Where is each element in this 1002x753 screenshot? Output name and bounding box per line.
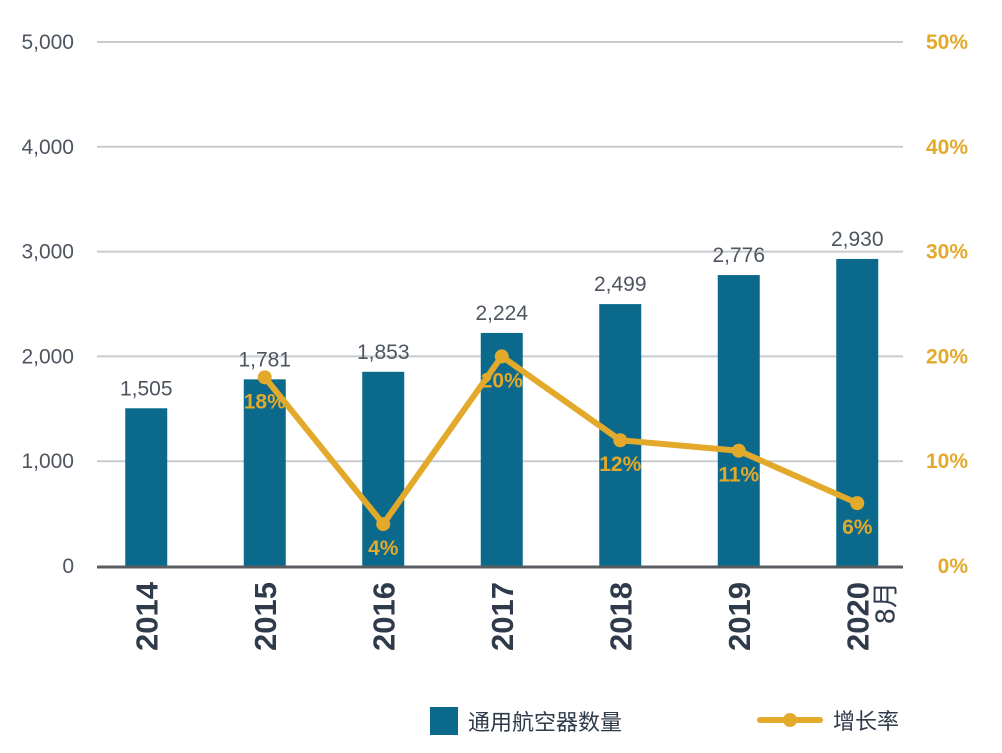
- y-right-tick-label: 50%: [926, 31, 968, 54]
- bar-value-label: 1,781: [238, 348, 291, 371]
- rate-value-label: 12%: [599, 453, 641, 476]
- y-left-tick-label: 1,000: [21, 450, 74, 473]
- legend: 通用航空器数量 增长率: [430, 707, 899, 736]
- y-right-tick-label: 20%: [926, 345, 968, 368]
- x-tick-label: 2014: [129, 581, 164, 651]
- rate-value-label: 18%: [244, 390, 286, 413]
- tick-labels: 0 1,000 2,000 3,000 4,000 5,000 0% 10% 20% 30% 40%…: [21, 31, 968, 651]
- y-left-tick-label: 2,000: [21, 345, 74, 368]
- legend-bar-swatch: [430, 707, 458, 735]
- bar: [243, 379, 286, 566]
- x-tick-label: 2015: [248, 582, 283, 651]
- y-right-tick-label: 0%: [938, 555, 969, 578]
- bar: [836, 258, 879, 566]
- rate-point: [850, 496, 865, 511]
- y-left-tick-label: 0: [62, 555, 74, 578]
- bar: [717, 275, 760, 566]
- x-tick-label: 2018: [603, 582, 638, 651]
- data-labels: 1,505 1,781 1,853 2,224 2,499 2,776 2,930 18% 4%…: [120, 228, 884, 560]
- legend-line-marker: [783, 713, 797, 727]
- x-tick-label: 2017: [485, 582, 520, 651]
- rate-point: [613, 433, 628, 448]
- bar: [125, 408, 168, 566]
- bar-value-label: 1,853: [357, 341, 410, 364]
- x-tick-sublabel: 8月: [871, 582, 901, 625]
- y-left-tick-label: 5,000: [21, 31, 74, 54]
- rate-value-label: 20%: [481, 369, 523, 392]
- y-right-tick-label: 10%: [926, 450, 968, 473]
- rate-point: [376, 517, 391, 532]
- bar-value-label: 2,499: [594, 273, 647, 296]
- rate-point: [731, 443, 746, 458]
- y-left-tick-label: 3,000: [21, 241, 74, 264]
- rate-value-label: 11%: [718, 464, 759, 487]
- y-right-tick-label: 40%: [926, 136, 968, 159]
- y-left-tick-label: 4,000: [21, 136, 74, 159]
- bar-value-label: 2,224: [475, 302, 528, 325]
- rate-value-label: 6%: [842, 516, 873, 539]
- x-tick-label: 2020: [840, 582, 875, 651]
- bar: [362, 371, 405, 566]
- bar-value-label: 1,505: [120, 377, 173, 400]
- rate-line: [261, 353, 861, 528]
- bar-value-label: 2,930: [831, 228, 884, 251]
- bar-value-label: 2,776: [712, 244, 765, 267]
- rate-value-label: 4%: [368, 537, 399, 560]
- x-tick-label: 2019: [722, 582, 757, 651]
- rate-series: [257, 349, 865, 532]
- bar-series: [125, 258, 879, 566]
- rate-point: [494, 349, 509, 364]
- legend-line-label: 增长率: [833, 710, 899, 735]
- rate-point: [257, 370, 272, 385]
- y-right-tick-label: 30%: [926, 241, 968, 264]
- x-tick-label: 2016: [366, 582, 401, 651]
- legend-bar-label: 通用航空器数量: [468, 711, 622, 736]
